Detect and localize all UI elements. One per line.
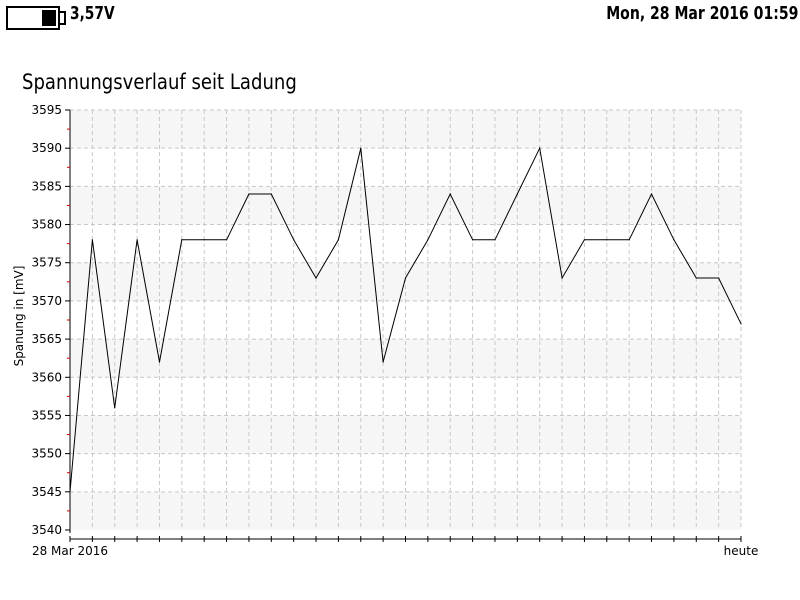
data-point [449, 193, 451, 195]
data-point [718, 277, 720, 279]
status-bar: 3,57V Mon, 28 Mar 2016 01:59 [0, 0, 800, 36]
chart-title: Spannungsverlauf seit Ladung [22, 70, 297, 94]
series-lines [69, 146, 742, 493]
data-point [494, 239, 496, 241]
data-point [606, 239, 608, 241]
y-tick-label: 3565 [31, 332, 62, 346]
chart-grid [70, 109, 742, 530]
y-axis-label: Spanung in [mV] [12, 266, 26, 367]
data-point [203, 239, 205, 241]
data-point [158, 361, 161, 363]
y-tick-label: 3560 [31, 370, 62, 384]
data-point [650, 193, 653, 195]
data-point [561, 277, 563, 279]
data-point [427, 239, 429, 241]
data-point [404, 277, 407, 279]
data-point [248, 193, 250, 195]
data-point [539, 147, 541, 149]
y-tick-label: 3580 [31, 218, 62, 232]
battery-level [10, 10, 56, 26]
data-point [270, 193, 272, 195]
y-ticks: 3540 3545 3550 3555 3560 3565 3570 3575 3580 3585… [31, 103, 70, 537]
grid-band [70, 110, 741, 149]
data-point [472, 239, 474, 241]
data-point [91, 239, 93, 241]
data-point [293, 239, 295, 241]
y-tick-label: 3540 [31, 523, 62, 537]
y-tick-label: 3555 [31, 408, 62, 422]
data-point [225, 239, 228, 241]
data-point [315, 277, 317, 279]
battery-tip [60, 11, 66, 25]
data-point [673, 239, 675, 241]
data-point [181, 239, 183, 241]
y-tick-label: 3545 [31, 485, 62, 499]
x-tick-label-start: 28 Mar 2016 [32, 544, 108, 558]
y-tick-label: 3590 [31, 141, 62, 155]
data-point [337, 239, 339, 241]
data-point [360, 147, 362, 149]
y-tick-label: 3570 [31, 294, 62, 308]
battery-icon [6, 6, 60, 30]
data-point [516, 193, 518, 195]
datetime: Mon, 28 Mar 2016 01:59 [605, 3, 798, 24]
y-tick-label: 3595 [31, 103, 62, 117]
data-point [382, 361, 384, 363]
y-tick-label: 3550 [31, 447, 62, 461]
data-point [740, 323, 742, 325]
data-point [628, 239, 630, 241]
data-point [69, 491, 71, 493]
y-tick-label: 3585 [31, 179, 62, 193]
x-ticks [69, 536, 742, 542]
data-point [136, 239, 138, 241]
y-tick-label: 3575 [31, 256, 62, 270]
x-tick-label-end: heute [724, 544, 759, 558]
data-point [114, 407, 116, 409]
battery-fill [42, 10, 56, 26]
data-point [695, 277, 697, 279]
battery-voltage: 3,57V [70, 3, 115, 24]
data-point [583, 239, 586, 241]
